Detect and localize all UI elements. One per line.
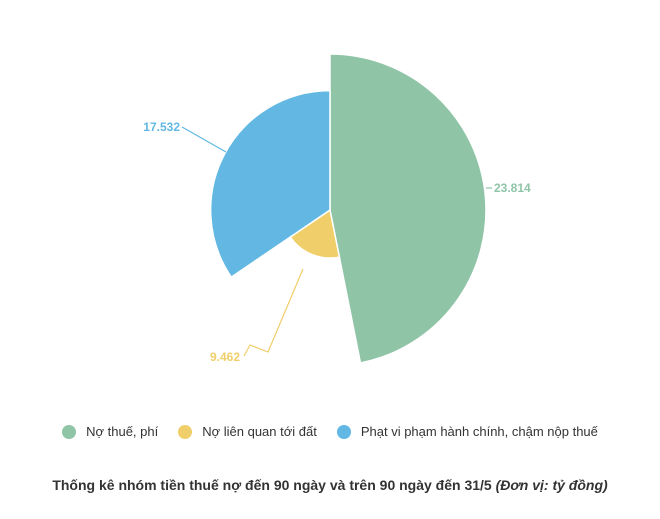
data-label-phat-vi-pham: 17.532 bbox=[143, 120, 180, 134]
caption-unit: (Đơn vị: tỷ đồng) bbox=[495, 477, 608, 493]
pie-slice-no-thue-phi bbox=[329, 53, 487, 364]
caption-main: Thống kê nhóm tiền thuế nợ đến 90 ngày v… bbox=[52, 477, 492, 493]
legend-item-no-thue-phi: Nợ thuế, phí bbox=[62, 424, 158, 439]
legend-swatch bbox=[336, 424, 351, 439]
legend-swatch bbox=[62, 424, 77, 439]
leader-lines bbox=[181, 126, 492, 357]
data-label-no-thue-phi: 23.814 bbox=[494, 181, 531, 195]
pie-slices bbox=[209, 53, 487, 364]
pie-slice-no-lien-quan-dat bbox=[289, 208, 341, 259]
chart: 23.814 9.462 17.532 bbox=[143, 53, 531, 364]
leader-line-phat-vi-pham bbox=[181, 126, 227, 153]
legend-label: Nợ liên quan tới đất bbox=[202, 424, 317, 439]
data-label-no-lien-quan-dat: 9.462 bbox=[210, 350, 240, 364]
legend-swatch bbox=[178, 424, 193, 439]
pie-slice-phat-vi-pham bbox=[209, 89, 331, 279]
legend-label: Nợ thuế, phí bbox=[86, 424, 159, 439]
legend: Nợ thuế, phí Nợ liên quan tới đất Phạt v… bbox=[0, 424, 660, 439]
legend-item-no-lien-quan-dat: Nợ liên quan tới đất bbox=[178, 424, 317, 439]
legend-item-phat-vi-pham: Phạt vi phạm hành chính, chậm nộp thuế bbox=[336, 424, 598, 439]
data-labels: 23.814 9.462 17.532 bbox=[143, 120, 531, 364]
chart-caption: Thống kê nhóm tiền thuế nợ đến 90 ngày v… bbox=[0, 477, 660, 493]
leader-line-no-lien-quan-dat bbox=[243, 268, 304, 357]
legend-label: Phạt vi phạm hành chính, chậm nộp thuế bbox=[360, 424, 598, 439]
